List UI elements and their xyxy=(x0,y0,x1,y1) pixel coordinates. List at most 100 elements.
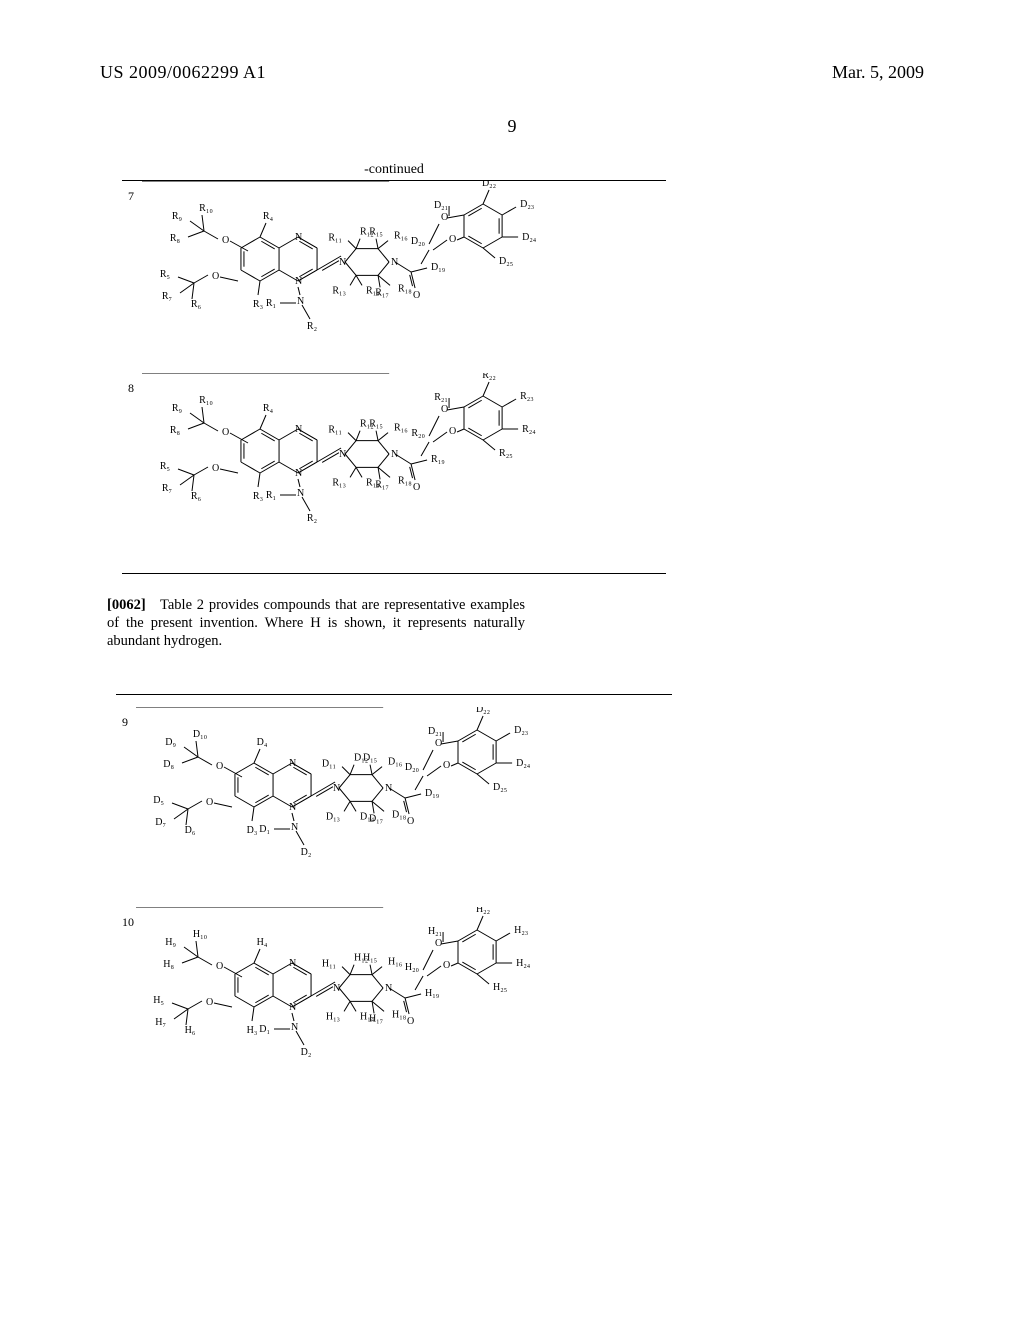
figure2-top-rule xyxy=(116,694,672,695)
svg-text:R₁₅: R₁₅ xyxy=(369,227,383,238)
svg-text:O: O xyxy=(443,960,450,971)
svg-text:R₅: R₅ xyxy=(160,269,170,280)
page-number: 9 xyxy=(0,116,1024,137)
svg-text:R₄: R₄ xyxy=(263,403,274,414)
svg-text:R₁₃: R₁₃ xyxy=(332,477,346,488)
svg-text:N: N xyxy=(289,802,296,813)
structure-8: OR₉R₁₀R₈OR₇R₆R₅R₄R₃NNNR₁R₂NNR₁₁R₁₂R₁₃R₁₄… xyxy=(142,373,652,558)
svg-text:N: N xyxy=(339,257,346,268)
svg-text:D₂₂: D₂₂ xyxy=(482,181,496,189)
svg-text:N: N xyxy=(291,1022,298,1033)
svg-text:D₁₉: D₁₉ xyxy=(431,262,446,273)
svg-text:O: O xyxy=(222,427,229,438)
svg-text:R₉: R₉ xyxy=(172,211,183,222)
figure-block-2: 9 OD₉D₁₀D₈OD₇D₆D₅D₄D₃NNND₁D₂NND₁₁D₁₂D₁₃D… xyxy=(116,694,672,1107)
continued-label: -continued xyxy=(122,162,666,178)
svg-text:D₄: D₄ xyxy=(257,737,268,748)
compound-number-9: 9 xyxy=(122,715,128,730)
svg-text:D₂₄: D₂₄ xyxy=(516,758,531,769)
svg-text:O: O xyxy=(206,997,213,1008)
svg-text:R₁₇: R₁₇ xyxy=(375,287,389,298)
publication-date: Mar. 5, 2009 xyxy=(832,62,924,83)
compound-number-10: 10 xyxy=(122,915,134,930)
svg-text:R₇: R₇ xyxy=(162,291,172,302)
svg-text:D₇: D₇ xyxy=(155,817,166,828)
svg-text:O: O xyxy=(449,234,456,245)
structure-7: OR₉R₁₀R₈OR₇R₆R₅R₄R₃NNNR₁R₂NNR₁₁R₁₂R₁₃R₁₄… xyxy=(142,181,652,366)
svg-text:H₇: H₇ xyxy=(155,1017,166,1028)
svg-text:R₈: R₈ xyxy=(170,233,181,244)
svg-text:H₂₅: H₂₅ xyxy=(493,982,507,993)
svg-text:H₁₅: H₁₅ xyxy=(363,953,377,964)
svg-text:H₄: H₄ xyxy=(257,937,268,948)
structure-10: OH₉H₁₀H₈OH₇H₆H₅H₄H₃NNND₁D₂NNH₁₁H₁₂H₁₃H₁₄… xyxy=(136,907,656,1097)
svg-text:R₂₀: R₂₀ xyxy=(411,428,425,439)
svg-text:R₂₅: R₂₅ xyxy=(499,448,513,459)
svg-text:H₁₉: H₁₉ xyxy=(425,988,440,999)
paragraph-0062: [0062] Table 2 provides compounds that a… xyxy=(107,596,525,650)
svg-text:H₁₆: H₁₆ xyxy=(388,957,403,968)
svg-text:O: O xyxy=(407,816,414,827)
svg-text:H₁₈: H₁₈ xyxy=(392,1009,407,1020)
svg-text:H₂₂: H₂₂ xyxy=(476,907,490,915)
svg-text:D₁₉: D₁₉ xyxy=(425,788,440,799)
svg-text:D₁₈: D₁₈ xyxy=(392,809,407,820)
svg-text:R₁₆: R₁₆ xyxy=(394,231,408,242)
svg-text:H₂₀: H₂₀ xyxy=(405,962,420,973)
compound-number-7: 7 xyxy=(128,189,134,204)
svg-text:O: O xyxy=(407,1016,414,1027)
svg-text:R₁₇: R₁₇ xyxy=(375,479,389,490)
svg-text:H₈: H₈ xyxy=(163,959,174,970)
svg-text:D₂₅: D₂₅ xyxy=(493,782,507,793)
svg-text:D₃: D₃ xyxy=(247,825,258,836)
svg-text:R₁: R₁ xyxy=(266,490,276,501)
svg-text:H₂₁: H₂₁ xyxy=(428,926,442,937)
svg-text:R₈: R₈ xyxy=(170,425,181,436)
svg-text:R₂₁: R₂₁ xyxy=(434,392,448,403)
svg-text:N: N xyxy=(289,1002,296,1013)
svg-text:R₁₈: R₁₈ xyxy=(398,283,412,294)
svg-text:D₂₅: D₂₅ xyxy=(499,256,513,267)
svg-text:R₁₈: R₁₈ xyxy=(398,475,412,486)
svg-text:O: O xyxy=(222,235,229,246)
svg-text:R₁₁: R₁₁ xyxy=(328,233,342,244)
svg-text:N: N xyxy=(339,449,346,460)
svg-text:N: N xyxy=(297,296,304,307)
svg-text:N: N xyxy=(391,257,398,268)
svg-text:R₂: R₂ xyxy=(307,513,317,524)
svg-text:O: O xyxy=(216,961,223,972)
svg-text:D₈: D₈ xyxy=(163,759,174,770)
figure-block-1: -continued 7 OR₉R₁₀R₈OR₇R₆R₅R₄R₃NNNR₁R₂N… xyxy=(122,160,666,574)
svg-text:H₁₀: H₁₀ xyxy=(193,929,208,940)
svg-text:H₁₃: H₁₃ xyxy=(326,1011,340,1022)
svg-text:N: N xyxy=(333,983,340,994)
svg-text:D₁₆: D₁₆ xyxy=(388,757,403,768)
svg-text:H₆: H₆ xyxy=(185,1025,196,1036)
svg-text:R₃: R₃ xyxy=(253,299,263,310)
publication-number: US 2009/0062299 A1 xyxy=(100,62,266,82)
svg-text:O: O xyxy=(212,463,219,474)
svg-text:R₁₆: R₁₆ xyxy=(394,423,408,434)
svg-text:R₂₃: R₂₃ xyxy=(520,391,534,402)
figure1-bottom-rule xyxy=(122,573,666,574)
svg-text:D₁: D₁ xyxy=(259,824,270,835)
svg-text:N: N xyxy=(295,468,302,479)
svg-text:D₁₇: D₁₇ xyxy=(369,813,383,824)
svg-text:N: N xyxy=(391,449,398,460)
svg-text:O: O xyxy=(413,290,420,301)
svg-text:R₂₄: R₂₄ xyxy=(522,424,536,435)
svg-text:O: O xyxy=(212,271,219,282)
svg-text:D₂₂: D₂₂ xyxy=(476,707,490,715)
paragraph-text: Table 2 provides compounds that are repr… xyxy=(107,597,525,649)
svg-text:O: O xyxy=(206,797,213,808)
svg-text:R₁₉: R₁₉ xyxy=(431,454,445,465)
svg-text:R₁₃: R₁₃ xyxy=(332,285,346,296)
svg-text:R₁: R₁ xyxy=(266,298,276,309)
svg-text:R₂: R₂ xyxy=(307,321,317,332)
svg-text:D₁₃: D₁₃ xyxy=(326,811,340,822)
svg-text:D₉: D₉ xyxy=(165,737,176,748)
svg-text:N: N xyxy=(295,276,302,287)
svg-text:D₆: D₆ xyxy=(185,825,196,836)
paragraph-number: [0062] xyxy=(107,597,146,613)
svg-text:D₁₀: D₁₀ xyxy=(193,729,208,740)
